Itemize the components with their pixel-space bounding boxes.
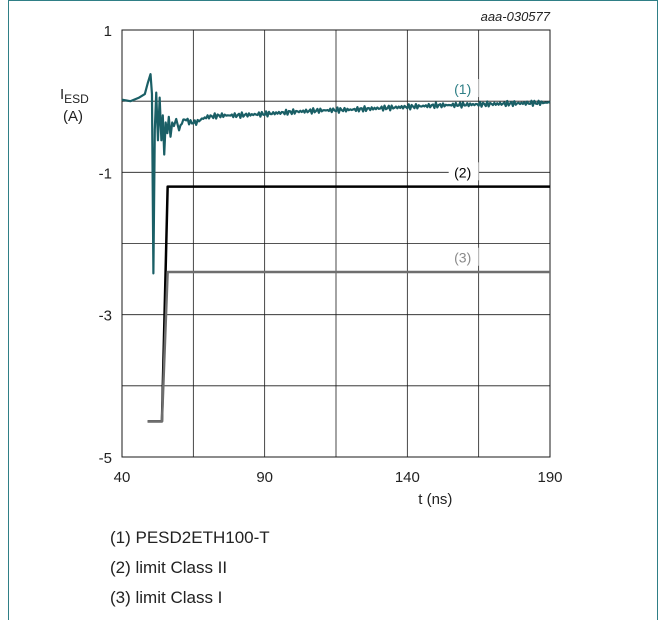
plot-border (121, 29, 551, 458)
y-axis-unit: (A) (63, 108, 83, 125)
esd-current-chart: 1 -1 -3 -540 90 140 190 t (ns) IESD (A) aaa-030577… (60, 9, 563, 508)
chart-grid (121, 29, 551, 458)
legend-item-1: (1) PESD2ETH100-T (110, 528, 270, 547)
y-axis-label: IESD (60, 86, 89, 106)
figure-frame (8, 0, 658, 620)
series-label-2: (2) (454, 164, 471, 180)
x-tick-label: 90 (256, 469, 273, 486)
chart-labels: 1 -1 -3 -540 90 140 190 t (ns) IESD (A) aaa-030577… (60, 9, 563, 508)
legend-item-2: (2) limit Class II (110, 558, 228, 577)
series-line-1 (121, 73, 551, 275)
y-tick-label: -1 (99, 165, 112, 182)
series-label-bg (448, 162, 479, 181)
series-line-3 (147, 270, 550, 423)
y-tick-label: -5 (99, 450, 112, 467)
chart-series (121, 73, 551, 423)
series-label-3: (3) (454, 250, 471, 266)
y-tick-label: -3 (99, 308, 112, 325)
x-tick-label: 190 (537, 469, 562, 486)
figure-id: aaa-030577 (481, 9, 551, 24)
x-tick-label: 40 (114, 469, 131, 486)
x-axis-label: t (ns) (418, 491, 452, 508)
legend-item-3: (3) limit Class I (110, 588, 223, 607)
x-tick-label: 140 (395, 469, 420, 486)
series-label-bg (448, 79, 479, 98)
y-tick-label: 1 (104, 23, 112, 40)
series-label-bg (448, 247, 479, 266)
series-label-1: (1) (454, 81, 471, 97)
